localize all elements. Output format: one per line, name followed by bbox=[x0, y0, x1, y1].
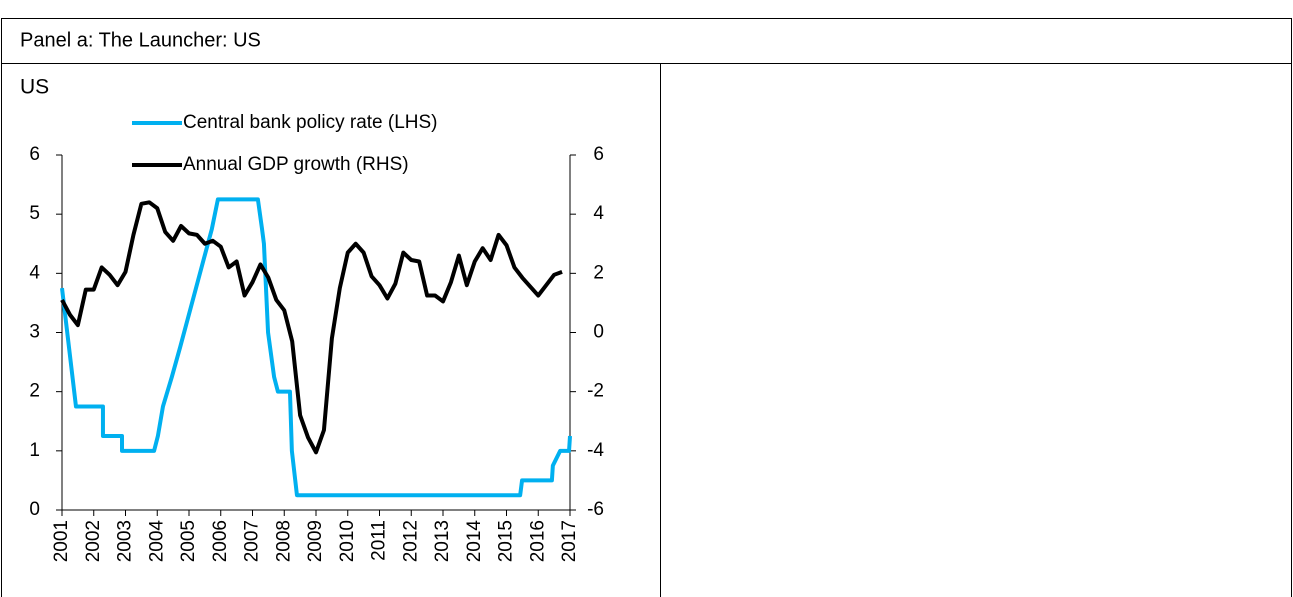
x-tick-label: 2014 bbox=[464, 520, 485, 563]
plot: 0 1 2 3 4 5 6 -6 -4 -2 0 2 4 6 2001 2002 2003 2004 2005 200… bbox=[29, 112, 604, 562]
y2-tick-label: 6 bbox=[593, 144, 604, 165]
x-tick-label: 2010 bbox=[337, 520, 358, 562]
x-tick-label: 2004 bbox=[146, 520, 167, 563]
x-tick-label: 2012 bbox=[400, 520, 421, 562]
x-tick-label: 2003 bbox=[115, 520, 136, 562]
x-tick-label: 2008 bbox=[273, 520, 294, 562]
legend-label: Annual GDP growth (RHS) bbox=[183, 154, 409, 175]
y-tick-label: 2 bbox=[29, 381, 40, 402]
y2-tick-label: 0 bbox=[593, 322, 604, 343]
chart-title: US bbox=[20, 76, 49, 99]
y-tick-label: 5 bbox=[29, 203, 40, 224]
series-line bbox=[60, 197, 572, 498]
y2-tick-label: 4 bbox=[593, 203, 604, 224]
outer-border bbox=[1, 18, 1292, 597]
x-tick-label: 2001 bbox=[51, 520, 72, 562]
legend-label: Central bank policy rate (LHS) bbox=[183, 112, 438, 133]
y-tick-label: 4 bbox=[29, 262, 40, 283]
x-tick-label: 2007 bbox=[242, 520, 263, 562]
x-tick-label: 2006 bbox=[210, 520, 231, 562]
x-tick-label: 2002 bbox=[83, 520, 104, 562]
y2-tick-label: 2 bbox=[593, 262, 604, 283]
x-tick-label: 2015 bbox=[496, 520, 517, 562]
y-tick-label: 3 bbox=[29, 322, 40, 343]
x-tick-label: 2013 bbox=[432, 520, 453, 562]
x-tick-label: 2017 bbox=[559, 520, 580, 562]
y2-tick-label: -6 bbox=[587, 499, 604, 520]
x-tick-label: 2011 bbox=[369, 520, 390, 561]
x-tick-label: 2005 bbox=[178, 520, 199, 562]
x-tick-label: 2009 bbox=[305, 520, 326, 562]
y-tick-label: 1 bbox=[29, 440, 40, 461]
y2-tick-label: -2 bbox=[587, 381, 604, 402]
x-tick-label: 2016 bbox=[527, 520, 548, 562]
y-tick-label: 6 bbox=[29, 144, 40, 165]
y2-tick-label: -4 bbox=[587, 440, 604, 461]
y-tick-label: 0 bbox=[29, 499, 40, 520]
panel-title: Panel a: The Launcher: US bbox=[20, 29, 261, 51]
series-line bbox=[60, 200, 563, 455]
